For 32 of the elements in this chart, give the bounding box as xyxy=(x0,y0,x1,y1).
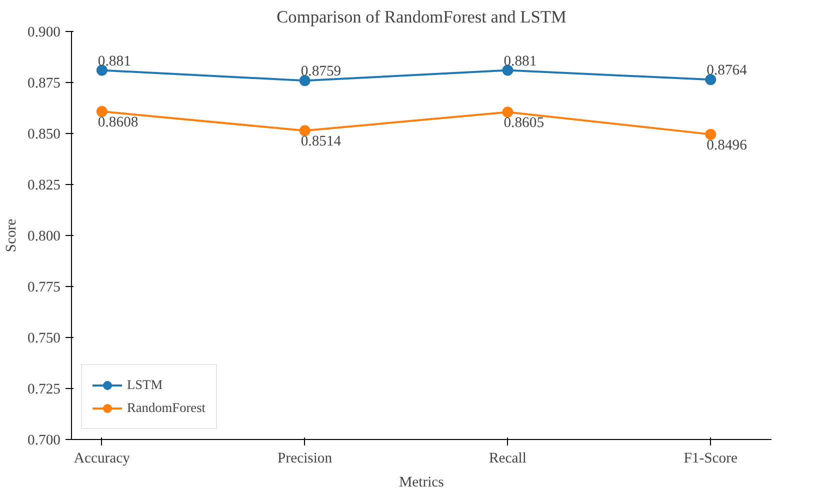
point xyxy=(96,106,108,117)
data-label: 0.881 xyxy=(98,53,131,70)
x-tick-label: Precision xyxy=(278,450,333,466)
point xyxy=(299,75,310,86)
y-tick-label: 0.900 xyxy=(28,24,61,40)
data-label: 0.8764 xyxy=(706,62,748,79)
y-tick-label: 0.725 xyxy=(28,382,61,398)
data-label: 0.881 xyxy=(504,53,537,70)
y-tick-label: 0.850 xyxy=(28,126,61,142)
y-tick-label: 0.700 xyxy=(28,432,61,448)
point xyxy=(705,128,716,140)
chart-title: Comparison of RandomForest and LSTM xyxy=(276,8,566,26)
data-label: 0.8759 xyxy=(300,64,342,80)
x-tick-label: Accuracy xyxy=(74,450,131,466)
y-tick-label: 0.825 xyxy=(28,178,61,194)
point xyxy=(299,125,310,136)
y-tick-label: 0.775 xyxy=(28,280,61,296)
x-axis-title: Metrics xyxy=(399,474,444,490)
legend-label: RandomForest xyxy=(127,400,206,416)
y-axis-title: Score xyxy=(4,218,20,252)
data-label: 0.8514 xyxy=(300,134,342,150)
point xyxy=(705,74,716,86)
data-label: 0.8496 xyxy=(706,137,747,154)
legend-label: LSTM xyxy=(127,377,163,393)
y-tick-label: 0.750 xyxy=(28,330,61,346)
x-tick-label: F1-Score xyxy=(684,450,738,466)
y-tick-label: 0.800 xyxy=(28,228,61,244)
y-tick-label: 0.875 xyxy=(28,76,61,92)
x-tick-label: Recall xyxy=(489,450,526,466)
data-label: 0.8608 xyxy=(98,114,138,130)
point xyxy=(502,106,514,118)
data-label: 0.8605 xyxy=(504,115,544,132)
